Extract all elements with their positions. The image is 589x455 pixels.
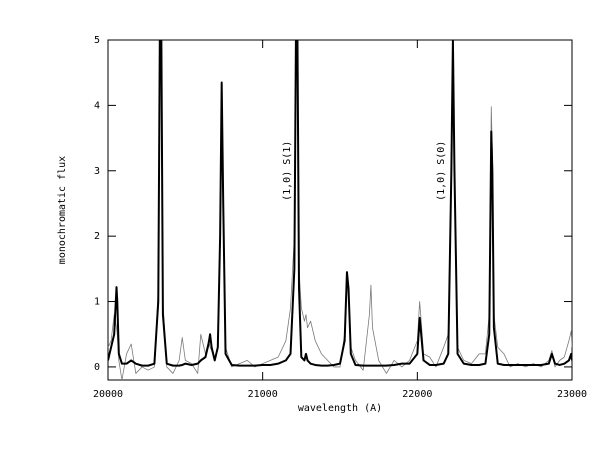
plot-frame [107, 39, 573, 381]
spectrum-line [108, 40, 572, 367]
y-tick-label: 5 [94, 35, 100, 46]
x-axis-label: wavelength (A) [298, 403, 382, 414]
x-tick-label: 22000 [402, 389, 432, 400]
x-tick-label: 20000 [93, 389, 123, 400]
x-tick-label: 23000 [557, 389, 587, 400]
y-tick-label: 4 [94, 100, 100, 111]
y-tick-label: 3 [94, 166, 100, 177]
spectrum-line [108, 40, 572, 380]
plot-area [108, 40, 572, 380]
y-tick-label: 0 [94, 362, 100, 373]
line-annotation: (1,0) S(1) [282, 141, 293, 201]
x-tick-label: 21000 [248, 389, 278, 400]
y-tick-label: 2 [94, 231, 100, 242]
y-tick-label: 1 [94, 297, 100, 308]
y-axis-label: monochromatic flux [57, 156, 68, 264]
line-annotation: (1,0) S(0) [436, 141, 447, 201]
